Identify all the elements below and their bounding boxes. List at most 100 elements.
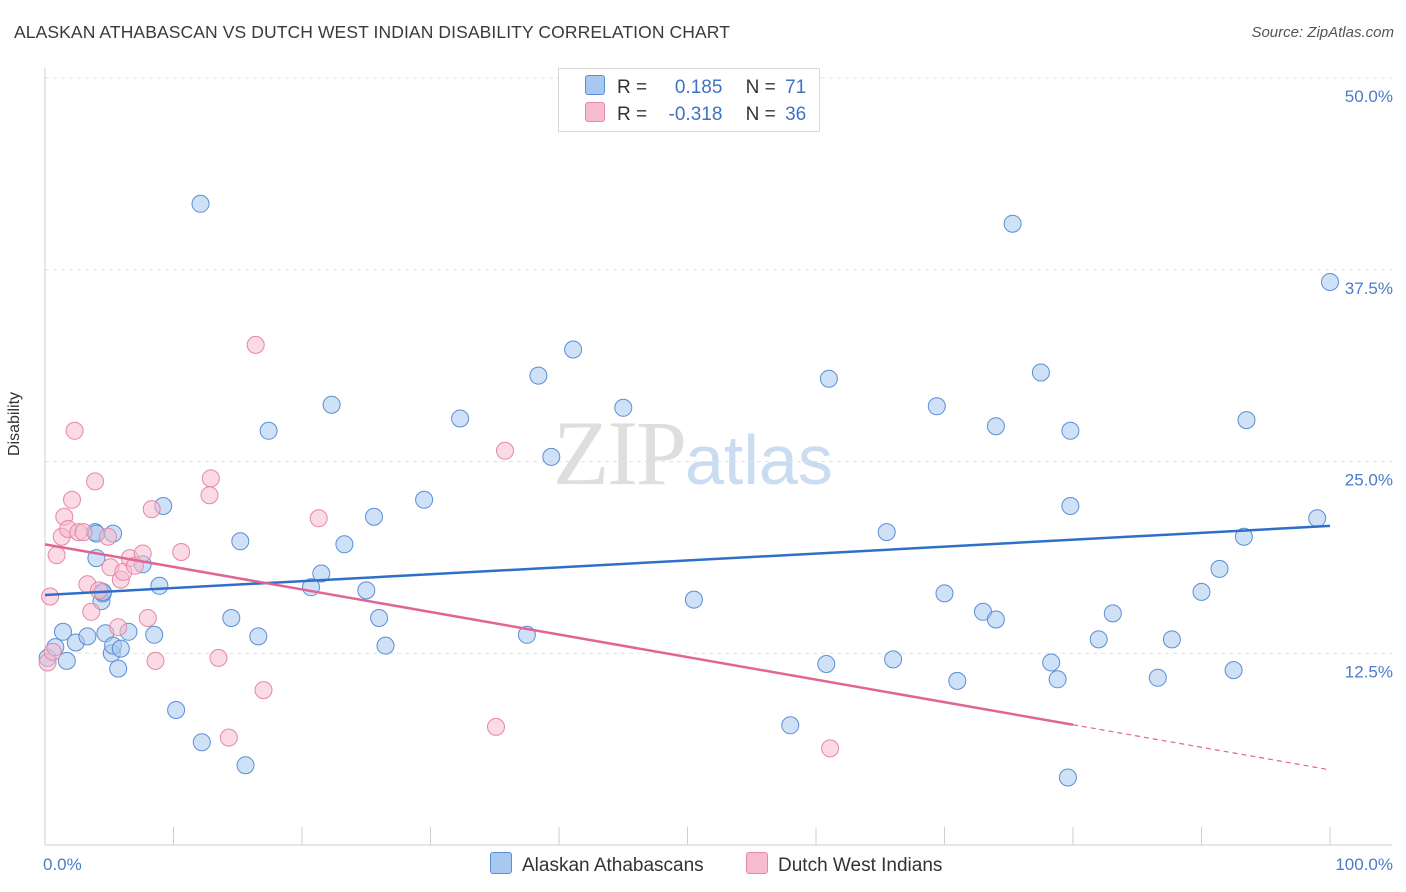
point-alaskan-70 [1210,559,1229,578]
legend-n-label: N = [745,77,776,98]
point-alaskan-44 [564,340,583,359]
point-alaskan-27 [231,532,250,551]
point-alaskan-52 [927,397,946,416]
y-tick-label-3: 50.0% [1345,87,1393,106]
point-dutch-36 [821,739,840,758]
point-alaskan-67 [1148,668,1167,687]
legend-row-alaskan: R = 0.185 N = 71 [585,75,806,99]
point-alaskan-48 [817,655,836,673]
point-dutch-24 [142,500,161,519]
point-alaskan-74 [1308,509,1327,528]
legend-r-value-alaskan: 0.185 [674,77,723,98]
point-alaskan-47 [781,716,800,735]
point-dutch-26 [172,543,191,561]
watermark-zip: ZIP [553,402,687,504]
point-alaskan-16 [109,659,128,678]
point-dutch-7 [63,490,81,509]
bottom-legend-swatch-alaskan [490,852,512,874]
bottom-legend-swatch-dutch [746,852,768,874]
point-dutch-31 [246,335,265,354]
point-alaskan-5 [78,627,97,646]
x-tick-label-1: 100.0% [1335,855,1393,874]
watermark-atlas: atlas [685,421,833,499]
point-alaskan-25 [192,733,211,752]
point-alaskan-20 [145,625,164,644]
point-alaskan-36 [365,507,383,526]
bottom-legend-dutch: Dutch West Indians [746,852,942,877]
point-alaskan-59 [1031,363,1050,382]
point-dutch-17 [109,618,128,637]
legend-n-value-dutch: 36 [785,104,807,125]
point-alaskan-43 [542,447,561,466]
bottom-legend-alaskan: Alaskan Athabascans [490,852,704,877]
legend-swatch-dutch [585,102,605,122]
y-tick-label-0: 12.5% [1345,662,1393,681]
point-alaskan-72 [1234,527,1253,546]
point-alaskan-57 [986,417,1005,436]
legend: R = 0.185 N = 71 R = -0.318 N = 36 [558,68,820,132]
point-alaskan-65 [1089,630,1108,649]
trend-line-dashed-dutch [1072,724,1331,771]
point-alaskan-45 [614,398,633,417]
point-alaskan-50 [877,523,896,542]
point-dutch-23 [138,609,157,627]
trend-line-dutch [44,543,1074,726]
legend-n-label: N = [745,104,776,125]
point-dutch-1 [41,587,60,606]
point-alaskan-38 [376,636,395,655]
point-alaskan-2 [54,622,72,641]
point-dutch-33 [309,509,328,528]
legend-r-label: R = [617,77,648,98]
x-tick-label-0: 0.0% [43,855,82,874]
point-dutch-32 [254,681,273,700]
point-dutch-10 [74,523,93,542]
point-alaskan-32 [312,564,331,583]
point-alaskan-35 [357,581,376,600]
point-dutch-15 [99,527,117,546]
y-tick-label-1: 25.0% [1345,471,1393,490]
point-alaskan-66 [1103,604,1122,623]
point-dutch-28 [201,469,220,488]
point-alaskan-46 [684,590,703,609]
point-alaskan-58 [1003,214,1022,233]
grid-lines [45,77,1392,654]
point-dutch-25 [146,651,165,670]
point-alaskan-23 [167,701,186,719]
legend-swatch-alaskan [585,75,605,95]
point-dutch-27 [200,486,219,505]
point-alaskan-49 [819,369,838,388]
point-dutch-2 [43,642,62,661]
point-alaskan-30 [259,421,278,440]
point-alaskan-21 [150,576,169,595]
point-dutch-3 [47,546,66,565]
chart-title: ALASKAN ATHABASCAN VS DUTCH WEST INDIAN … [14,22,731,42]
point-dutch-13 [86,472,105,491]
point-alaskan-75 [1321,273,1339,291]
tick-labels: 12.5% 25.0% 37.5% 50.0% 0.0% 100.0% [43,87,1393,874]
point-alaskan-28 [236,756,255,775]
point-alaskan-63 [1061,421,1080,440]
point-alaskan-34 [335,535,354,554]
point-alaskan-29 [249,627,268,646]
point-dutch-14 [90,581,108,600]
point-dutch-35 [496,441,514,460]
legend-row-dutch: R = -0.318 N = 36 [585,102,806,126]
point-alaskan-62 [1058,768,1077,787]
point-dutch-34 [487,717,505,736]
legend-r-label: R = [617,104,648,125]
y-tick-label-2: 37.5% [1345,279,1393,298]
point-alaskan-73 [1237,411,1256,430]
trend-lines [44,524,1331,771]
point-dutch-30 [219,728,238,747]
point-alaskan-3 [57,651,76,670]
point-alaskan-17 [111,639,130,658]
point-alaskan-54 [948,671,967,690]
point-alaskan-69 [1192,582,1211,601]
point-alaskan-71 [1224,661,1243,680]
point-alaskan-39 [415,490,434,509]
point-dutch-12 [82,602,101,621]
legend-n-value-alaskan: 71 [785,77,807,98]
point-dutch-8 [65,421,84,440]
point-dutch-29 [209,648,228,667]
